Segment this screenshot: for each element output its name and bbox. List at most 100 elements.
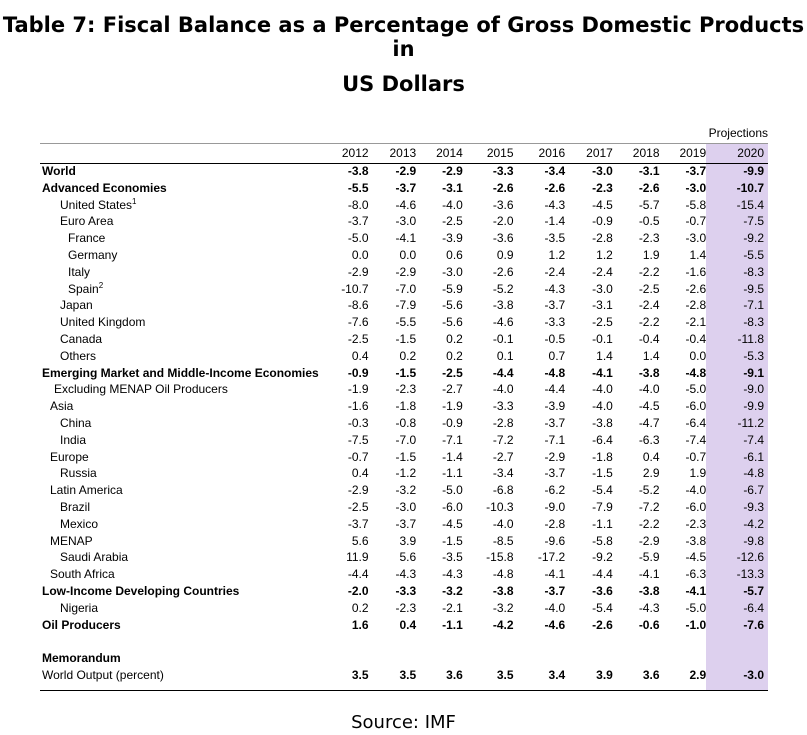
table-row: World Output (percent) 3.5 3.5 3.6 3.5 3.4 3.9… bbox=[40, 667, 768, 684]
empty-cell bbox=[710, 650, 768, 667]
row-label: Spain2 bbox=[40, 281, 324, 298]
value-cell-2012: -8.0 bbox=[347, 197, 369, 212]
value-cell-2013: -3.0 bbox=[395, 214, 417, 229]
value-cell-2017: -0.1 bbox=[592, 331, 613, 346]
row-label-text: Russia bbox=[60, 466, 97, 481]
memorandum-label: Memorandum bbox=[42, 651, 121, 666]
year-header-2014: 2014 bbox=[436, 146, 463, 160]
value-cell-2015: -4.0 bbox=[492, 516, 514, 531]
row-label: Advanced Economies bbox=[40, 180, 324, 197]
value-cell-2017: -3.1 bbox=[592, 298, 613, 313]
value-cell-2019: 2.9 bbox=[689, 667, 707, 682]
value-cell-2015: -7.2 bbox=[492, 432, 514, 447]
value-cell-2015: -2.0 bbox=[492, 214, 514, 229]
row-label-text: Saudi Arabia bbox=[60, 550, 129, 565]
table-row: Germany 0.0 0.0 0.6 0.9 1.2 1.2 1.9 1.4 -5.5 bbox=[40, 247, 768, 264]
value-cell-2017: 1.4 bbox=[596, 348, 613, 363]
row-label: Oil Producers bbox=[40, 617, 324, 634]
row-label: India bbox=[40, 432, 324, 449]
value-cell-2016: 3.4 bbox=[548, 667, 566, 682]
empty-cell bbox=[569, 650, 617, 667]
value-cell-2017: -3.0 bbox=[592, 164, 613, 178]
table-row: France -5.0 -4.1 -3.9 -3.6 -3.5 -2.8 -2.3 -3.0 -9… bbox=[40, 230, 768, 247]
value-cell-2013: 5.6 bbox=[399, 550, 417, 565]
row-label-text: Excluding MENAP Oil Producers bbox=[54, 382, 228, 397]
value-cell-2016: 1.2 bbox=[548, 247, 566, 262]
year-header-2018: 2018 bbox=[632, 146, 660, 160]
value-cell-2016: -3.5 bbox=[544, 231, 566, 246]
row-label: Brazil bbox=[40, 499, 324, 516]
value-cell-2019: -2.3 bbox=[685, 516, 707, 531]
value-cell-2012: -5.0 bbox=[347, 231, 369, 246]
table-title-line1: Table 7: Fiscal Balance as a Percentage … bbox=[2, 13, 805, 61]
value-cell-2020: -5.3 bbox=[743, 348, 764, 363]
value-cell-2018: -5.7 bbox=[638, 197, 660, 212]
value-cell-2014: -3.9 bbox=[442, 231, 463, 246]
row-label-text: Nigeria bbox=[60, 600, 99, 615]
value-cell-2015: -8.5 bbox=[492, 533, 514, 548]
value-cell-2016: -9.0 bbox=[544, 499, 566, 514]
row-label-text: MENAP bbox=[50, 533, 93, 548]
row-label-text: South Africa bbox=[50, 567, 115, 582]
empty-cell bbox=[617, 650, 664, 667]
value-cell-2019: -6.3 bbox=[685, 567, 707, 582]
row-label-text: Low-Income Developing Countries bbox=[42, 583, 240, 598]
value-cell-2012: 5.6 bbox=[351, 533, 369, 548]
value-cell-2019: 0.0 bbox=[689, 348, 707, 363]
value-cell-2020: -12.6 bbox=[736, 550, 764, 565]
value-cell-2013: -3.3 bbox=[395, 583, 417, 598]
value-cell-2018: -4.7 bbox=[638, 415, 660, 430]
row-label: World bbox=[40, 163, 324, 180]
row-label-header bbox=[40, 144, 324, 163]
value-cell-2016: -3.7 bbox=[544, 466, 566, 481]
value-cell-2018: -0.5 bbox=[638, 214, 660, 229]
value-cell-2014: -4.5 bbox=[442, 516, 463, 531]
value-cell-2018: -4.1 bbox=[638, 567, 660, 582]
value-cell-2013: -7.9 bbox=[395, 298, 417, 313]
table-row: Asia -1.6 -1.8 -1.9 -3.3 -3.9 -4.0 -4.5 -6.0 -9.9 bbox=[40, 398, 768, 415]
value-cell-2019: -3.0 bbox=[685, 180, 707, 195]
year-header-2020: 2020 bbox=[737, 146, 764, 160]
value-cell-2012: -2.5 bbox=[347, 499, 369, 514]
value-cell-2019: -0.7 bbox=[685, 449, 707, 464]
value-cell-2020: -5.7 bbox=[743, 583, 764, 598]
value-cell-2019: -2.1 bbox=[685, 315, 707, 330]
value-cell-2015: -2.8 bbox=[492, 415, 514, 430]
value-cell-2019: -5.0 bbox=[685, 600, 707, 615]
table-title-line2: US Dollars bbox=[342, 72, 465, 96]
footnote-marker: 1 bbox=[132, 196, 137, 206]
table-row: South Africa -4.4 -4.3 -4.3 -4.8 -4.1 -4.4 -4.1… bbox=[40, 566, 768, 583]
value-cell-2017: -4.5 bbox=[592, 197, 613, 212]
value-cell-2018: -0.4 bbox=[638, 331, 660, 346]
row-label-text: Canada bbox=[60, 331, 103, 346]
table-row: Euro Area -3.7 -3.0 -2.5 -2.0 -1.4 -0.9 -0.5 -0.… bbox=[40, 213, 768, 230]
value-cell-2020: -4.8 bbox=[743, 466, 764, 481]
value-cell-2018: -2.3 bbox=[638, 231, 660, 246]
value-cell-2014: 0.6 bbox=[446, 247, 463, 262]
value-cell-2020: -8.3 bbox=[743, 315, 764, 330]
row-label: MENAP bbox=[40, 533, 324, 550]
table-row: India -7.5 -7.0 -7.1 -7.2 -7.1 -6.4 -6.3 -7.4 -7.… bbox=[40, 432, 768, 449]
value-cell-2019: -3.8 bbox=[685, 533, 707, 548]
table-row: Europe -0.7 -1.5 -1.4 -2.7 -2.9 -1.8 0.4 -0.7 -6.… bbox=[40, 449, 768, 466]
value-cell-2020: -3.0 bbox=[743, 667, 764, 682]
value-cell-2020: -9.9 bbox=[743, 164, 764, 178]
row-label: South Africa bbox=[40, 566, 324, 583]
value-cell-2020: -6.1 bbox=[743, 449, 764, 464]
value-cell-2019: -2.8 bbox=[685, 298, 707, 313]
table-row: Excluding MENAP Oil Producers -1.9 -2.3 -2.… bbox=[40, 381, 768, 398]
value-cell-2014: -3.0 bbox=[442, 264, 463, 279]
value-cell-2019: -2.6 bbox=[685, 281, 707, 296]
source-note: Source: IMF bbox=[351, 712, 456, 733]
row-label: Emerging Market and Middle-Income Econom… bbox=[40, 365, 324, 382]
value-cell-2018: -3.8 bbox=[638, 365, 660, 380]
value-cell-2014: -3.2 bbox=[442, 583, 463, 598]
value-cell-2012: -2.0 bbox=[347, 583, 369, 598]
spacer-row bbox=[40, 633, 768, 650]
empty-cell bbox=[664, 650, 711, 667]
table-header-rule bbox=[40, 163, 768, 164]
value-cell-2017: -5.4 bbox=[592, 483, 613, 498]
value-cell-2013: -4.1 bbox=[395, 231, 417, 246]
value-cell-2016: -4.3 bbox=[544, 281, 566, 296]
value-cell-2019: -1.6 bbox=[685, 264, 707, 279]
